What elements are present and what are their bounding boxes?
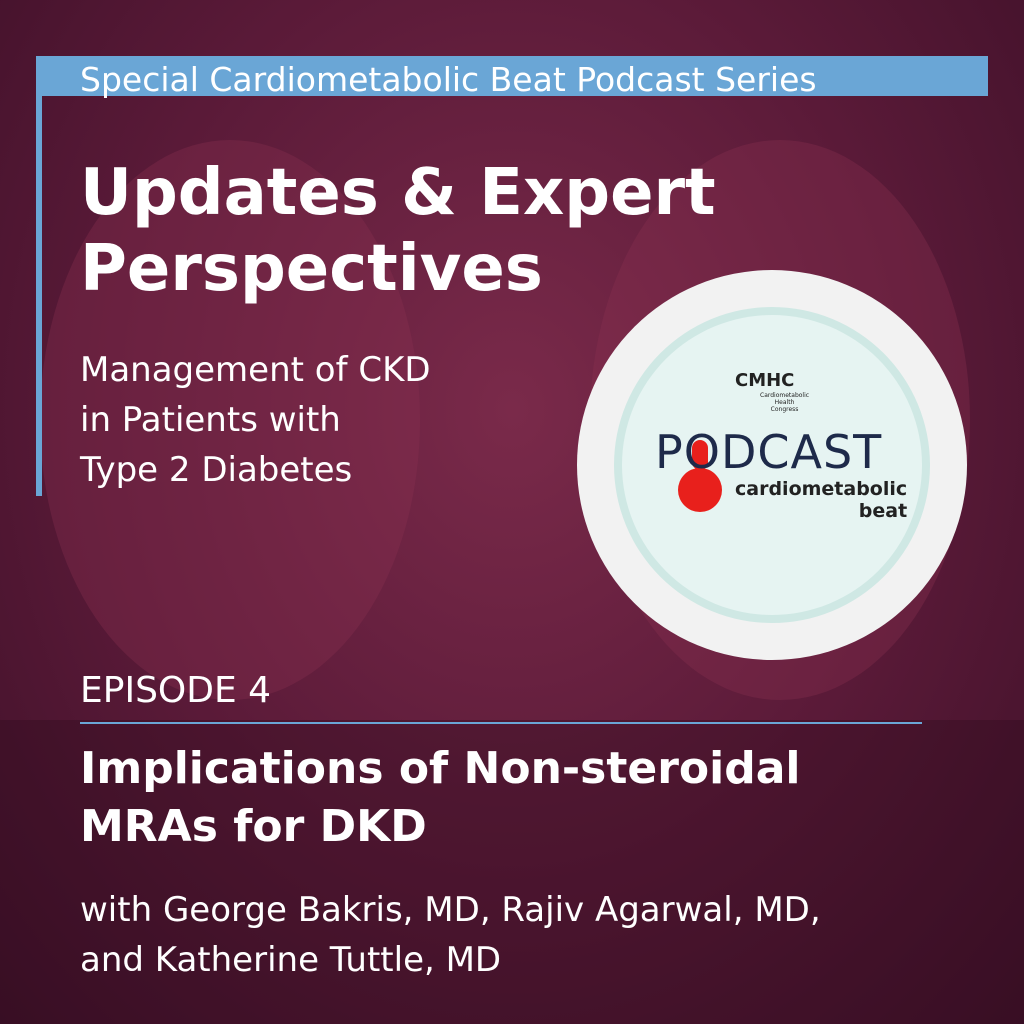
guests-line: with George Bakris, MD, Rajiv Agarwal, M… [80, 890, 821, 930]
logo-org: CMHC [735, 370, 795, 391]
subtitle-line: Type 2 Diabetes [80, 450, 353, 490]
episode-title-line: MRAs for DKD [80, 801, 427, 852]
episode: EPISODE 4 [80, 670, 272, 711]
logo-brand: cardiometabolic beat [735, 478, 907, 522]
episode-title-line: Implications of Non-steroidal [80, 743, 801, 794]
subtitle: Management of CKD in Patients with Type … [80, 345, 431, 495]
episode-title: Implications of Non-steroidal MRAs for D… [80, 740, 801, 856]
guests-line: and Katherine Tuttle, MD [80, 940, 502, 980]
guests: with George Bakris, MD, Rajiv Agarwal, M… [80, 885, 821, 985]
subtitle-line: in Patients with [80, 400, 341, 440]
logo-podcast: PODCAST [655, 425, 883, 479]
subtitle-line: Management of CKD [80, 350, 431, 390]
logo-org-full: Cardiometabolic Health Congress [760, 392, 809, 413]
title-line: Updates & Expert [80, 156, 716, 230]
logo-org-line: Congress [770, 406, 799, 413]
title-line: Perspectives [80, 232, 543, 306]
logo-brand-line: beat [858, 500, 908, 522]
banner: Special Cardiometabolic Beat Podcast Ser… [80, 60, 817, 99]
logo-org-line: Cardiometabolic [760, 392, 810, 399]
logo-brand-line: cardiometabolic [735, 478, 908, 500]
title: Updates & Expert Perspectives [80, 155, 716, 307]
logo-org-line: Health [774, 399, 795, 406]
